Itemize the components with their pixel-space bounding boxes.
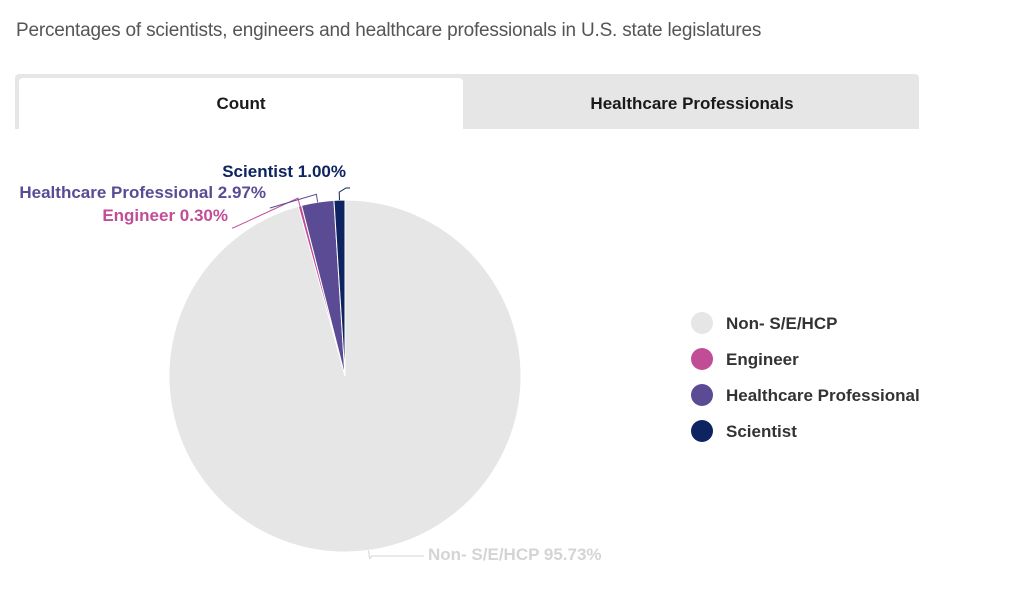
- pie-slices: [168, 199, 522, 553]
- data-label-non-s-e-hcp: Non- S/E/HCP 95.73%: [428, 545, 602, 564]
- leader-healthcare-professional: [269, 193, 319, 209]
- pie-chart: Non- S/E/HCP 95.73% Engineer 0.30% Healthc…: [19, 162, 920, 564]
- legend-swatch-healthcare-professional: [691, 384, 713, 406]
- leader-lines: [232, 187, 424, 560]
- leader-engineer: [232, 197, 301, 229]
- legend-item-healthcare-professional[interactable]: Healthcare Professional: [691, 384, 920, 406]
- page-title: Percentages of scientists, engineers and…: [16, 20, 762, 41]
- legend-item-scientist[interactable]: Scientist: [691, 420, 797, 442]
- data-label-engineer: Engineer 0.30%: [102, 206, 228, 225]
- legend-label-healthcare-professional: Healthcare Professional: [726, 386, 920, 405]
- legend-item-non-s-e-hcp[interactable]: Non- S/E/HCP: [691, 312, 837, 334]
- tab-count[interactable]: Count: [19, 78, 463, 129]
- tab-healthcare-professionals[interactable]: Healthcare Professionals: [590, 93, 794, 113]
- legend-swatch-engineer: [691, 348, 713, 370]
- data-label-healthcare-professional: Healthcare Professional 2.97%: [19, 183, 266, 202]
- legend-swatch-scientist: [691, 420, 713, 442]
- legend-label-scientist: Scientist: [726, 422, 797, 441]
- leader-scientist: [338, 187, 350, 201]
- tab-bar: Count Healthcare Professionals: [15, 74, 919, 129]
- legend-label-engineer: Engineer: [726, 350, 799, 369]
- data-labels: Non- S/E/HCP 95.73% Engineer 0.30% Healthc…: [19, 162, 601, 564]
- data-label-scientist: Scientist 1.00%: [222, 162, 346, 181]
- slice-scientist[interactable]: [333, 199, 346, 377]
- legend: Non- S/E/HCP Engineer Healthcare Professio…: [691, 312, 920, 442]
- legend-swatch-non-s-e-hcp: [691, 312, 713, 334]
- legend-label-non-s-e-hcp: Non- S/E/HCP: [726, 314, 837, 333]
- leader-non-s-e-hcp: [368, 550, 424, 560]
- legend-item-engineer[interactable]: Engineer: [691, 348, 799, 370]
